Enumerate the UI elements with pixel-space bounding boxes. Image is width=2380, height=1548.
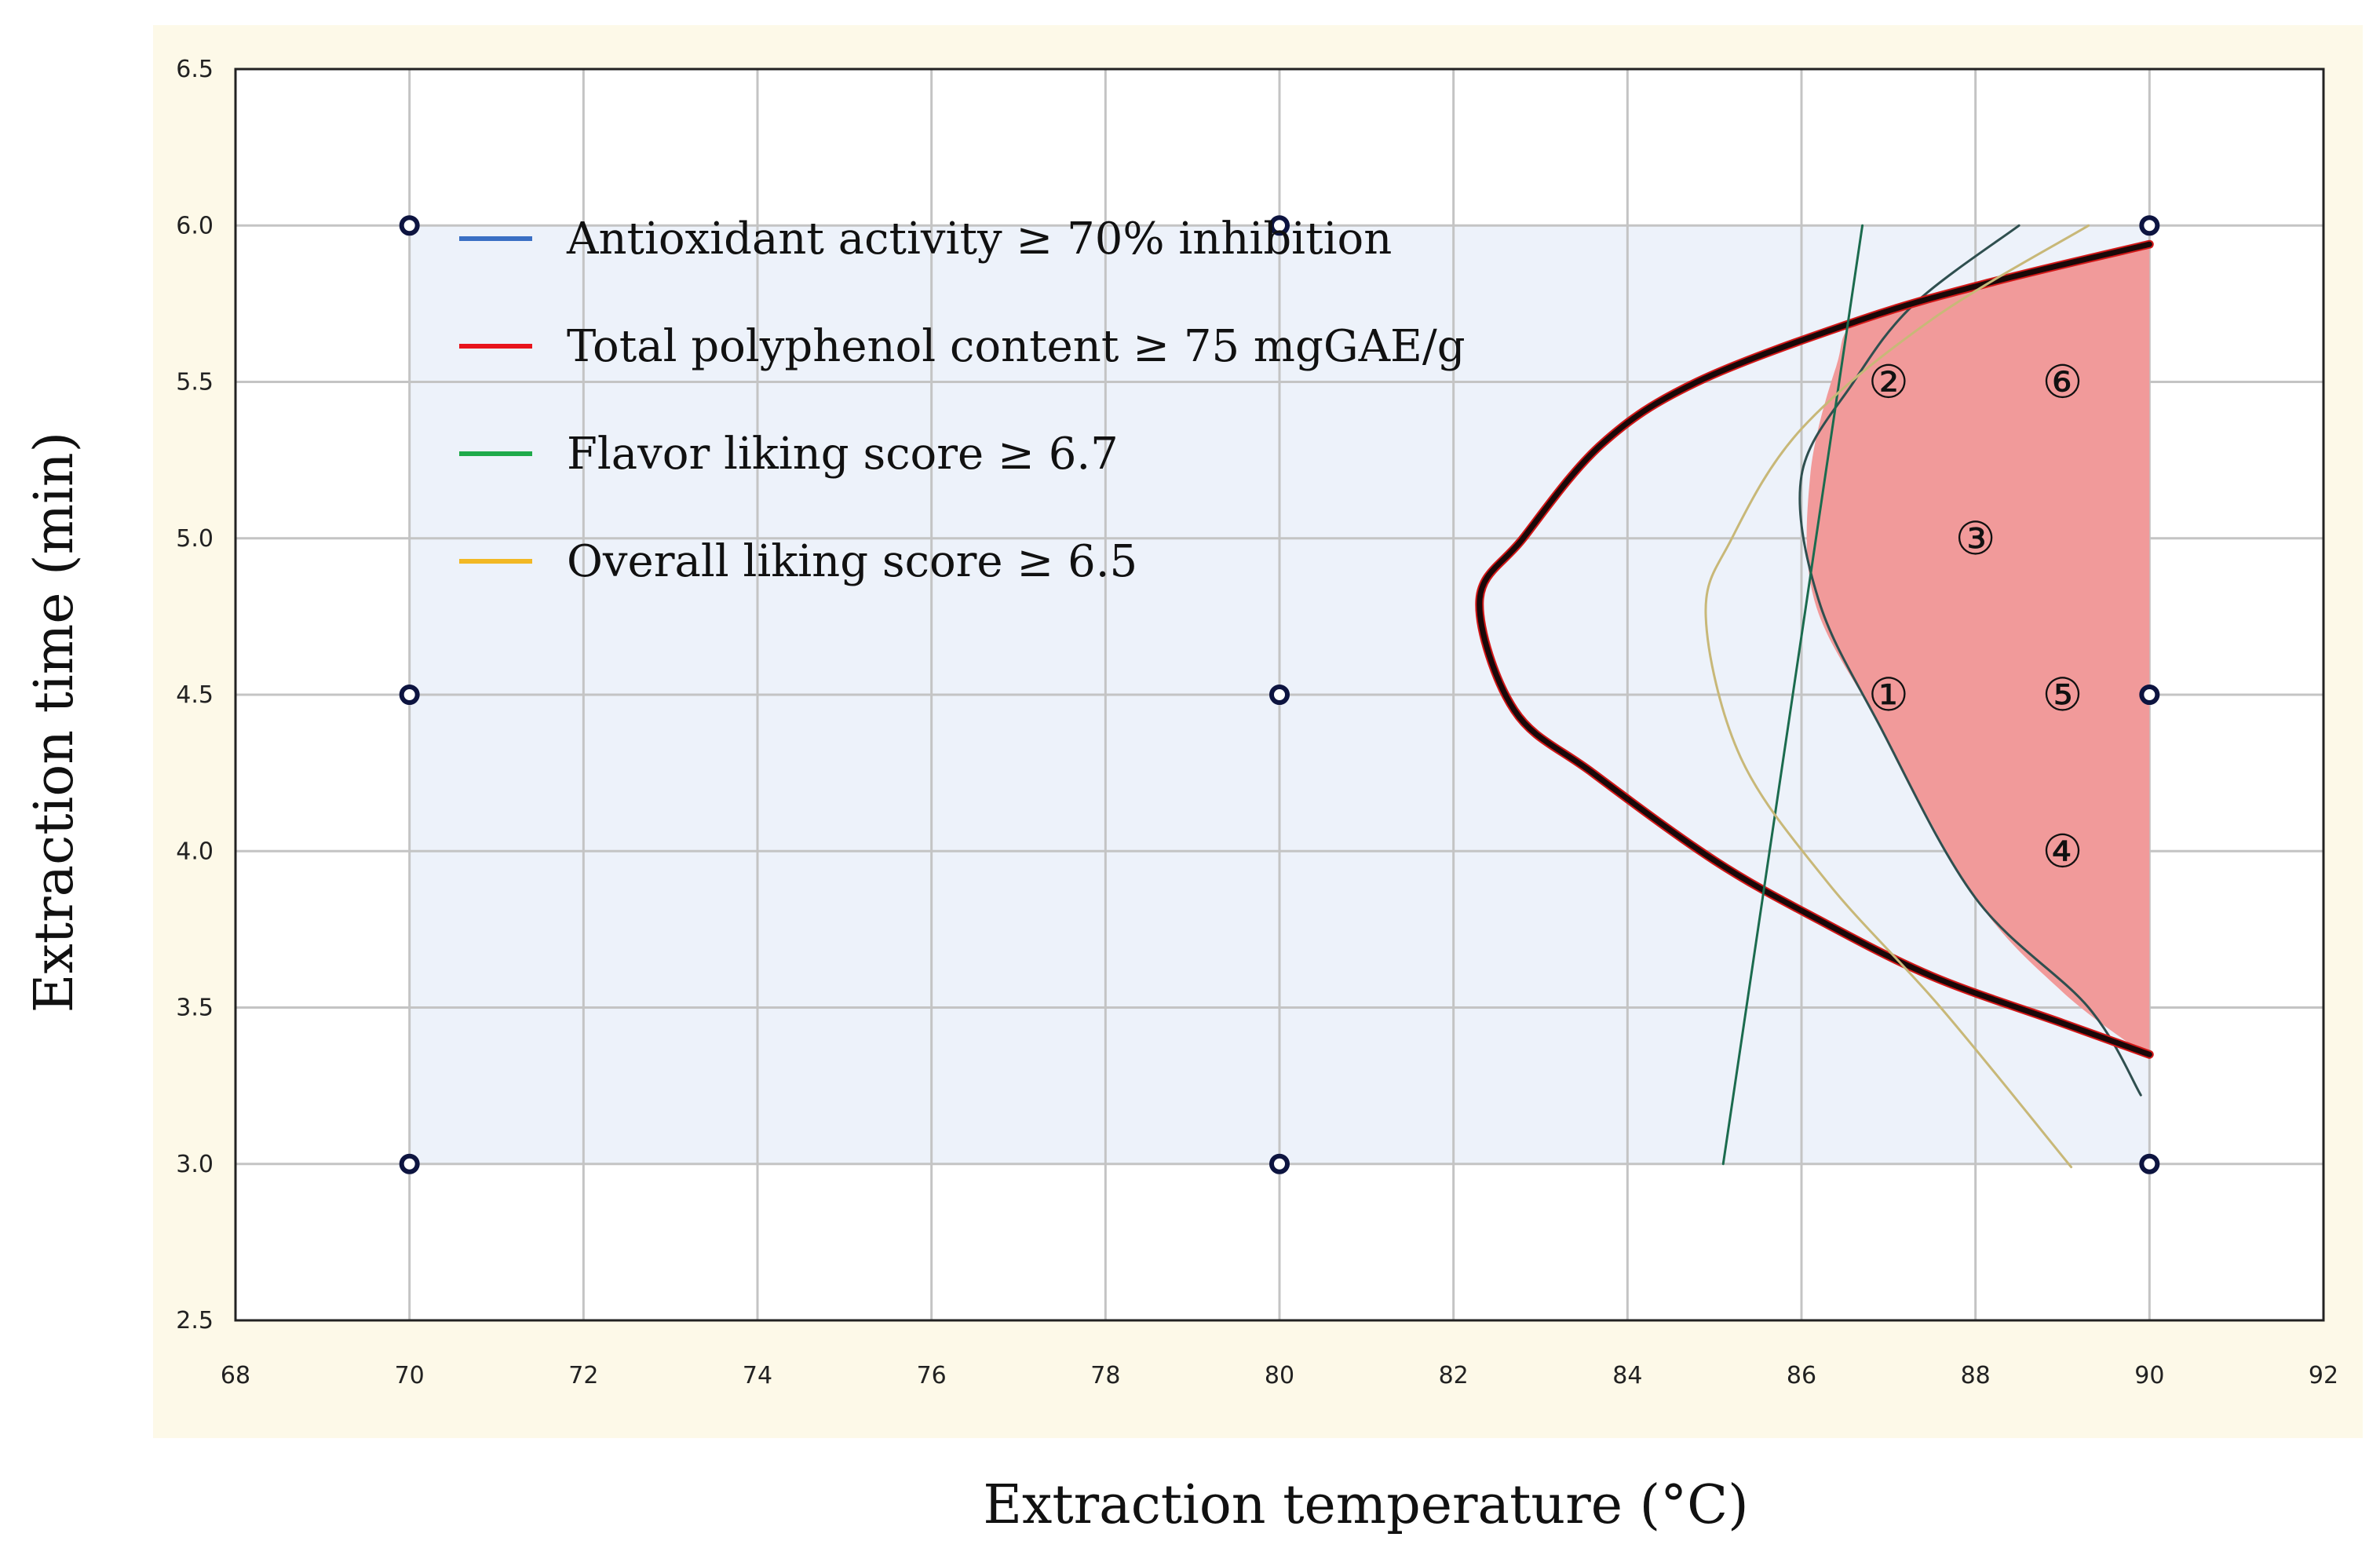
x-axis-ticks: 68 70 72 74 76 78 80 82 84 86 88 90 92	[221, 1362, 2338, 1389]
y-tick-label: 6.5	[176, 56, 214, 83]
design-point	[1269, 685, 1290, 705]
y-tick-label: 4.5	[176, 681, 214, 709]
design-point	[399, 1153, 420, 1174]
x-tick-label: 82	[1439, 1362, 1469, 1389]
legend: Antioxidant activity ≥ 70% inhibition Tot…	[459, 214, 1466, 587]
y-axis-title: Extraction time (min)	[24, 432, 86, 1013]
y-tick-label: 3.0	[176, 1151, 214, 1178]
x-tick-label: 84	[1612, 1362, 1642, 1389]
region-number-label: ④	[2042, 824, 2083, 878]
region-number-label: ③	[1955, 512, 1996, 565]
design-points	[399, 215, 2160, 1174]
y-tick-label: 4.0	[176, 838, 214, 865]
design-point	[2139, 215, 2160, 236]
legend-label: Antioxidant activity ≥ 70% inhibition	[566, 214, 1392, 265]
x-tick-label: 78	[1090, 1362, 1120, 1389]
y-axis-ticks: 2.5 3.0 3.5 4.0 4.5 5.0 5.5 6.0 6.5	[176, 56, 214, 1334]
y-tick-label: 5.0	[176, 525, 214, 553]
optimal-region	[1806, 244, 2151, 1057]
x-tick-label: 68	[221, 1362, 250, 1389]
design-point	[1269, 215, 1290, 236]
legend-label: Flavor liking score ≥ 6.7	[567, 429, 1119, 480]
series-line	[1798, 224, 2142, 1097]
x-tick-label: 88	[1961, 1362, 1991, 1389]
x-tick-label: 74	[743, 1362, 772, 1389]
design-point	[399, 215, 420, 236]
region-number-label: ①	[1868, 668, 1909, 721]
region-labels: ① ② ③ ④ ⑤ ⑥	[1868, 356, 2083, 878]
x-tick-label: 80	[1265, 1362, 1294, 1389]
series-line	[1477, 241, 2152, 1057]
design-point	[2139, 685, 2160, 705]
design-point	[1269, 1153, 1290, 1174]
series-line	[1704, 224, 2090, 1169]
plot-frame	[234, 68, 2325, 1322]
x-tick-label: 72	[568, 1362, 598, 1389]
y-tick-label: 5.5	[176, 369, 214, 396]
y-tick-label: 6.0	[176, 212, 214, 239]
y-tick-label: 3.5	[176, 995, 214, 1022]
x-tick-label: 92	[2309, 1362, 2338, 1389]
legend-label: Overall liking score ≥ 6.5	[567, 536, 1137, 587]
x-tick-label: 76	[917, 1362, 947, 1389]
legend-label: Total polyphenol content ≥ 75 mgGAE/g	[567, 321, 1466, 372]
region-number-label: ⑤	[2042, 668, 2083, 721]
optimal-region-fill	[1806, 244, 2151, 1057]
region-number-label: ⑥	[2042, 356, 2083, 409]
series-line	[1721, 224, 1864, 1166]
x-axis-title: Extraction temperature (°C)	[983, 1474, 1748, 1536]
design-point	[2139, 1153, 2160, 1174]
x-tick-label: 86	[1787, 1362, 1816, 1389]
design-point	[399, 685, 420, 705]
contour-lines	[1475, 224, 2154, 1169]
x-tick-label: 70	[395, 1362, 425, 1389]
x-tick-label: 90	[2134, 1362, 2164, 1389]
y-tick-label: 2.5	[176, 1307, 214, 1334]
region-number-label: ②	[1868, 356, 1909, 409]
